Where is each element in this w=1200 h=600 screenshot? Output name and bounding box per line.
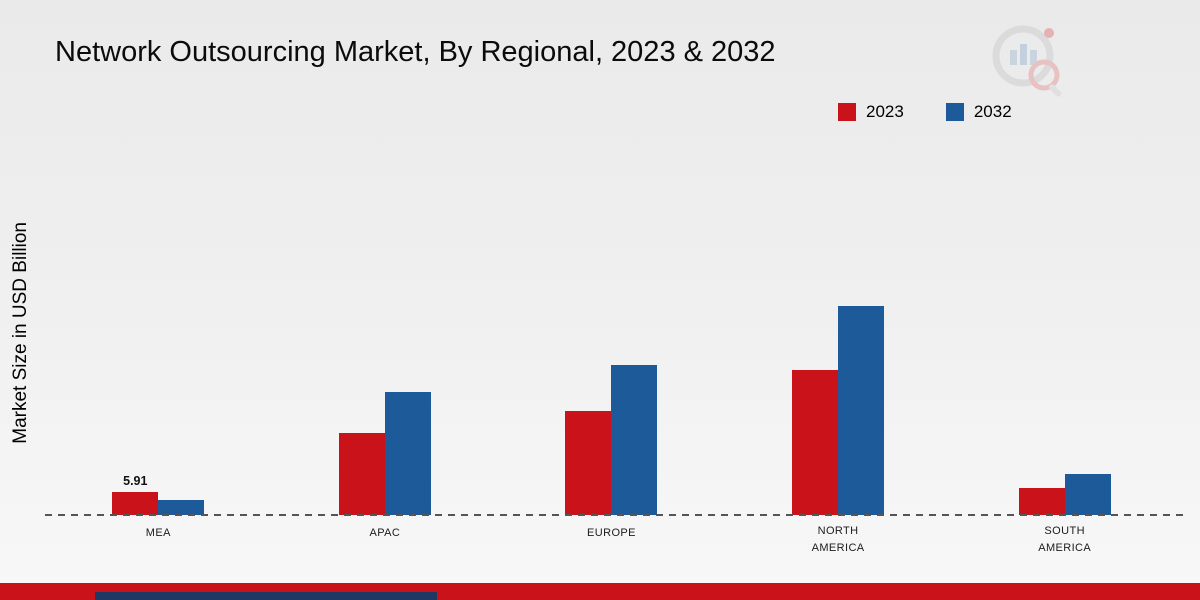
legend-label-2023: 2023: [866, 102, 904, 121]
x-axis-baseline: [45, 514, 1188, 516]
bar-group-south-america: [1018, 474, 1111, 515]
category-label-south-america: SOUTH AMERICA: [1038, 525, 1092, 554]
bar-group-apac: [338, 392, 431, 515]
magnifier-chart-logo-icon: [992, 25, 1062, 97]
category-label-europe: EUROPE: [587, 527, 636, 539]
category-label-north-america: NORTH AMERICA: [811, 525, 865, 554]
bar-group-europe: [565, 365, 658, 515]
legend-label-2032: 2032: [973, 102, 1012, 121]
bar-2023-apac: [338, 433, 385, 515]
legend-item-2023: 2023: [838, 102, 904, 122]
bar-2032-south-america: [1064, 474, 1111, 515]
bar-2032-apac: [384, 392, 431, 515]
legend: 2023 2032: [838, 102, 1012, 122]
bar-group-north-america: [792, 306, 885, 515]
legend-item-2032: 2032: [945, 102, 1012, 122]
bar-2032-mea: [158, 500, 205, 515]
bar-2023-south-america: [1018, 488, 1065, 515]
category-axis: MEA APAC EUROPE NORTH AMERICA SOUTH AMERICA: [45, 523, 1178, 556]
bar-2023-mea: 5.91: [112, 474, 159, 515]
category-label-apac: APAC: [369, 527, 401, 539]
bar-2032-europe: [611, 365, 658, 515]
y-axis-label: Market Size in USD Billion: [10, 222, 31, 444]
bar-2032-north-america: [838, 306, 885, 515]
bar-2023-north-america: [792, 370, 839, 515]
footer-navy-band: [95, 592, 437, 600]
legend-swatch: [838, 103, 856, 121]
bar-group-mea: 5.91: [112, 474, 205, 515]
bar-2023-europe: [565, 411, 612, 515]
category-label-mea: MEA: [145, 527, 171, 539]
brand-logo: [985, 20, 1069, 109]
plot-area: 5.91: [45, 150, 1178, 515]
legend-swatch: [945, 103, 964, 121]
chart-title: Network Outsourcing Market, By Regional,…: [55, 36, 776, 68]
data-label-2023-mea: 5.91: [123, 474, 148, 488]
